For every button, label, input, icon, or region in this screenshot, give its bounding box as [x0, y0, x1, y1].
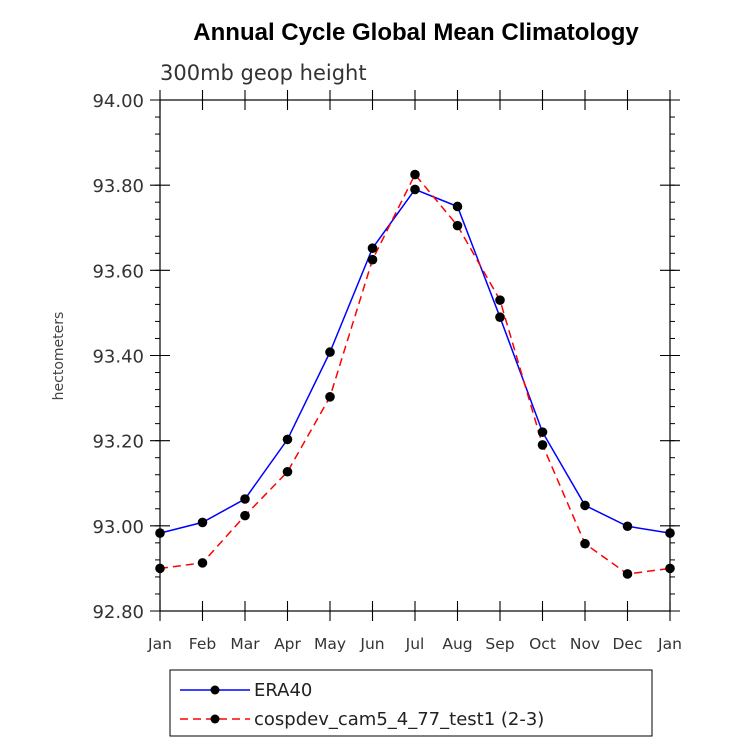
x-tick-label: Jan [657, 635, 682, 653]
y-tick-label: 93.80 [92, 176, 144, 197]
x-tick-labels: Jan Feb Mar Apr May Jun Jul Aug Sep Oct Nov Dec Jan [147, 635, 682, 653]
legend-label-era40: ERA40 [254, 680, 312, 701]
series-1-point [622, 569, 633, 579]
series-0-point [537, 427, 548, 437]
x-tick-label: Mar [230, 635, 260, 653]
x-tick-label: Dec [613, 635, 643, 653]
series-0-point [325, 347, 335, 357]
x-tick-label: Jan [147, 635, 172, 653]
series-1-point [197, 558, 208, 568]
chart-subtitle: 300mb geop height [160, 61, 367, 85]
series-1-point [495, 295, 505, 305]
series-0-point [410, 184, 420, 195]
series-0-point [495, 312, 505, 322]
y-tick-label: 93.60 [92, 261, 144, 282]
series-1-point [240, 510, 250, 521]
series-0-point [367, 243, 378, 253]
chart-title: Annual Cycle Global Mean Climatology [193, 19, 639, 46]
y-tick-labels: 92.80 93.00 93.20 93.40 93.60 93.80 94.00 [92, 91, 144, 623]
series-1-point [452, 220, 463, 231]
series-0-point [622, 521, 633, 532]
y-tick-label: 93.40 [92, 347, 144, 368]
y-tick-label: 92.80 [92, 602, 144, 623]
legend-marker-era40 [210, 685, 220, 695]
x-tick-label: Apr [274, 635, 301, 653]
series-0-point [580, 500, 590, 511]
x-tick-label: Jul [405, 635, 425, 653]
series-0-point [282, 434, 293, 445]
series-line-0 [159, 188, 671, 534]
legend-label-model: cospdev_cam5_4_77_test1 (2-3) [254, 709, 544, 730]
y-axis-title: hectometers [51, 312, 67, 401]
series-0-point [240, 494, 250, 504]
x-tick-label: Oct [529, 635, 556, 653]
plot-frame [159, 99, 671, 612]
y-tick-label: 93.20 [92, 432, 144, 453]
series-0-point [197, 517, 208, 528]
x-tick-label: Nov [570, 635, 600, 653]
series-1-point [537, 440, 548, 450]
series-line-1 [159, 173, 671, 575]
x-tick-label: Feb [189, 635, 216, 653]
legend: ERA40 cospdev_cam5_4_77_test1 (2-3) [169, 669, 653, 737]
x-tick-label: Jun [359, 635, 384, 653]
x-tick-label: May [314, 635, 346, 653]
series-1-point [410, 169, 420, 180]
major-ticks [150, 90, 680, 621]
series-layer [155, 169, 675, 579]
y-tick-label: 94.00 [92, 91, 144, 112]
series-1-point [325, 392, 335, 402]
series-1-point [580, 538, 590, 549]
y-tick-label: 93.00 [92, 517, 144, 538]
series-1-point [282, 466, 293, 477]
x-tick-label: Sep [485, 635, 514, 653]
series-1-point [367, 254, 378, 265]
legend-marker-model [210, 714, 220, 724]
legend-box [169, 669, 653, 737]
series-0-point [452, 201, 463, 212]
x-tick-label: Aug [442, 635, 472, 653]
